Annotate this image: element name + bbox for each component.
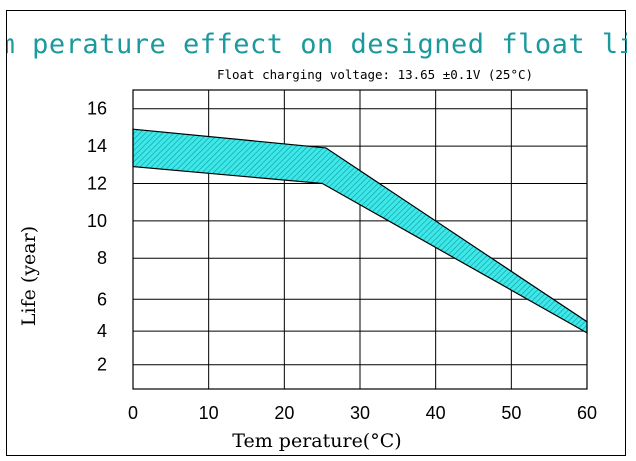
- x-tick-labels: 0 10 20 30 40 50 60: [128, 403, 597, 423]
- x-tick-label-0: 0: [128, 403, 138, 423]
- y-tick-label-2: 2: [97, 355, 107, 375]
- y-tick-label-16: 16: [87, 99, 107, 119]
- x-tick-label-30: 30: [350, 403, 370, 423]
- chart-frame: Tem perature effect on designed float li…: [6, 10, 627, 456]
- y-axis-label: Life (year): [18, 226, 40, 326]
- y-tick-label-4: 4: [97, 321, 107, 341]
- plot-border: [132, 89, 588, 390]
- x-tick-label-10: 10: [199, 403, 219, 423]
- chart-title: Tem perature effect on designed float li…: [7, 29, 627, 60]
- y-tick-label-8: 8: [97, 248, 107, 268]
- y-tick-label-14: 14: [87, 136, 107, 156]
- y-tick-labels: 16 14 12 10 8 6 4 2: [87, 99, 107, 375]
- grid-lines: [132, 90, 588, 389]
- x-axis-label: Tem perature(°C): [232, 430, 401, 452]
- y-tick-label-12: 12: [87, 173, 107, 193]
- chart-svg: Tem perature effect on designed float li…: [7, 29, 627, 452]
- x-tick-label-50: 50: [501, 403, 521, 423]
- y-tick-label-10: 10: [87, 211, 107, 231]
- chart-subtitle: Float charging voltage: 13.65 ±0.1V (25°…: [217, 67, 533, 82]
- x-tick-label-40: 40: [426, 403, 446, 423]
- y-tick-label-6: 6: [97, 289, 107, 309]
- x-tick-label-60: 60: [577, 403, 597, 423]
- x-tick-label-20: 20: [274, 403, 294, 423]
